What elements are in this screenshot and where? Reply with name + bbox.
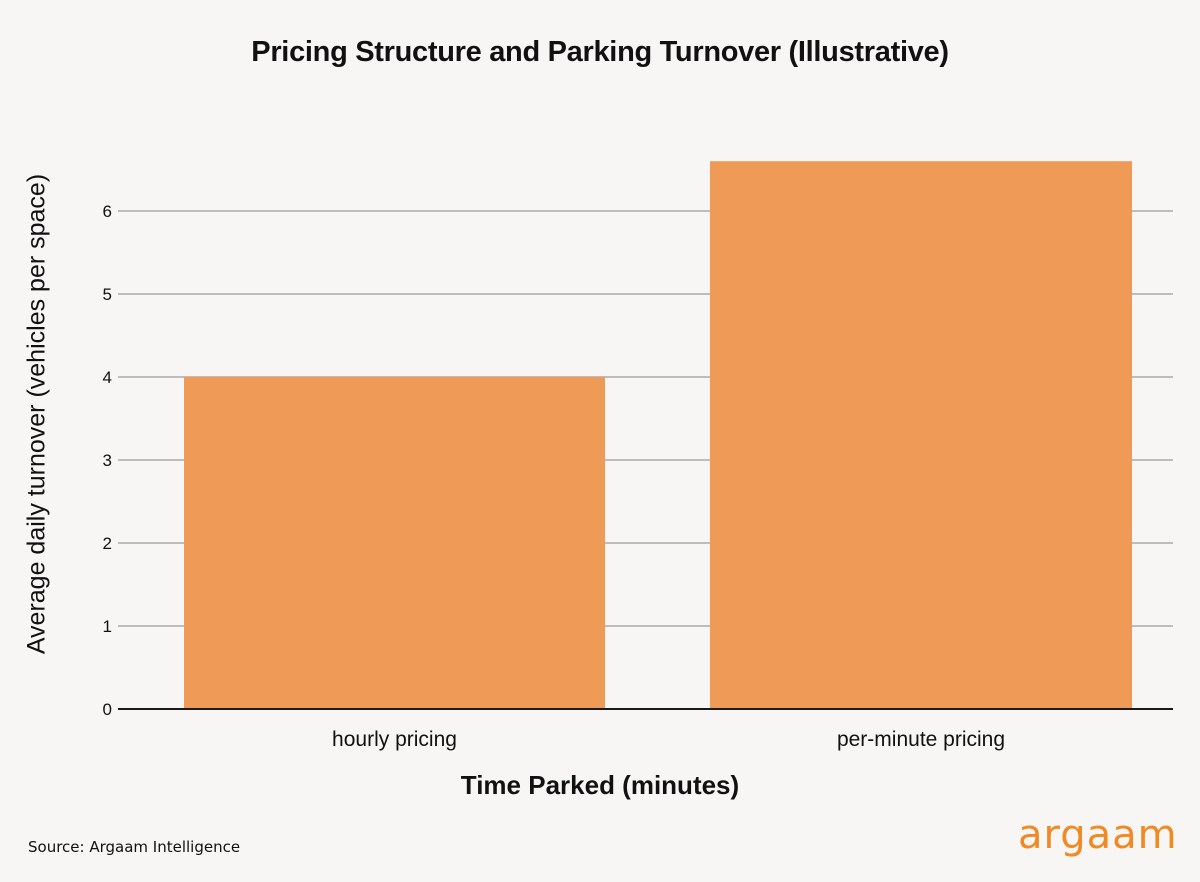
bar-per-minute-pricing xyxy=(710,161,1132,709)
argaam-logo: argaam xyxy=(1018,812,1178,858)
source-note: Source: Argaam Intelligence xyxy=(28,838,241,856)
chart-title: Pricing Structure and Parking Turnover (… xyxy=(251,36,949,68)
y-tick-label: 1 xyxy=(103,617,112,636)
y-tick-label: 6 xyxy=(103,202,112,221)
y-tick-label: 2 xyxy=(103,534,112,553)
bar-hourly-pricing xyxy=(184,377,605,709)
x-axis-title: Time Parked (minutes) xyxy=(460,770,740,800)
y-tick-label: 0 xyxy=(103,700,112,719)
y-tick-label: 4 xyxy=(103,368,112,387)
y-tick-label: 5 xyxy=(103,285,112,304)
x-tick-label: hourly pricing xyxy=(332,728,457,751)
y-tick-label: 3 xyxy=(103,451,112,470)
x-tick-label: per-minute pricing xyxy=(837,728,1005,751)
